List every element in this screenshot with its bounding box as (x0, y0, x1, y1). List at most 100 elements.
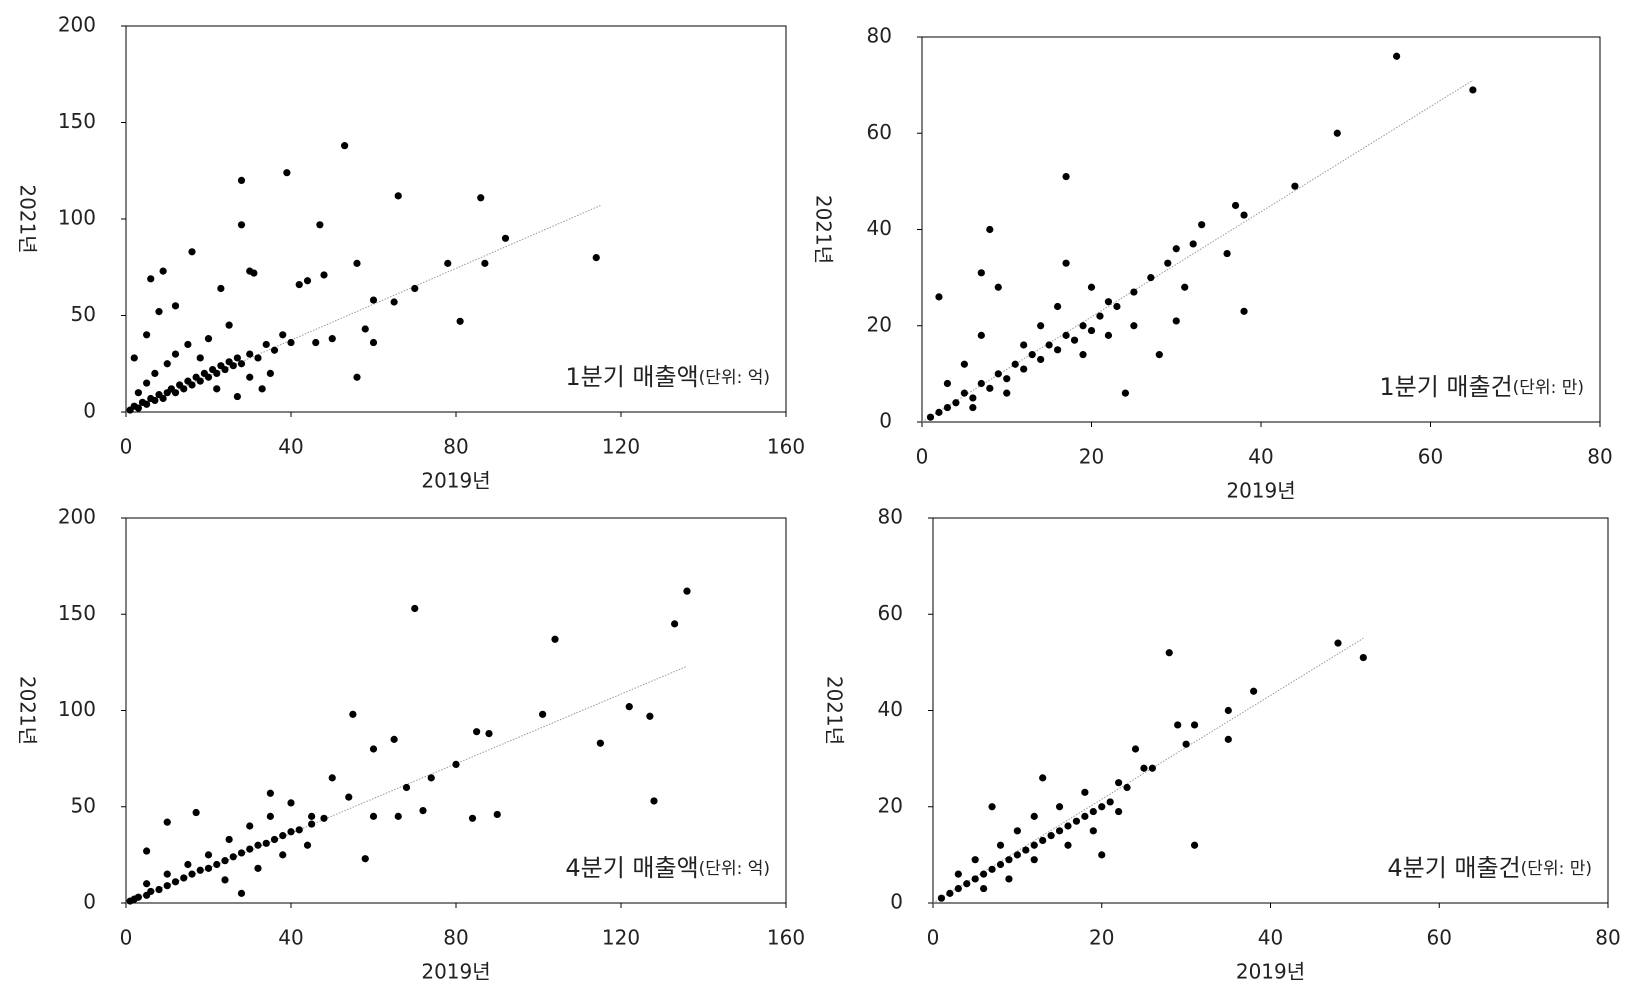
annotation: 4분기 매출건(단위: 만) (1387, 854, 1592, 882)
point (539, 710, 547, 718)
y-tick-label: 40 (867, 216, 892, 240)
point (369, 296, 378, 304)
point (1022, 846, 1030, 854)
y-tick-label: 0 (83, 890, 96, 914)
point (171, 389, 180, 397)
point (493, 810, 501, 819)
point (1062, 331, 1070, 339)
x-axis-label: 2019년 (1226, 479, 1295, 503)
point (977, 331, 985, 339)
point (254, 864, 262, 872)
point (1062, 172, 1070, 181)
point (935, 408, 943, 416)
point (960, 360, 968, 368)
point (196, 354, 204, 362)
subplot: 0 20 40 60 80 0 20 40 60 80 2019년 2021년 4분기 매출건(단위: … (823, 505, 1621, 984)
point (221, 876, 229, 884)
point (988, 865, 996, 873)
point (994, 370, 1002, 378)
point (1020, 365, 1028, 373)
point (996, 860, 1005, 869)
y-tick-label: 60 (867, 120, 892, 144)
point (233, 354, 241, 362)
x-tick-label: 40 (278, 435, 303, 459)
plot-frame (125, 25, 787, 413)
point (155, 308, 163, 316)
point (1096, 312, 1104, 320)
point (1115, 807, 1123, 816)
plot-frame (125, 517, 787, 904)
point (1148, 764, 1156, 772)
point (971, 875, 979, 883)
point (980, 884, 988, 893)
point (1070, 336, 1079, 344)
x-axis-label: 2019년 (1236, 960, 1305, 984)
point (143, 331, 151, 339)
point (188, 870, 196, 878)
point (213, 860, 221, 869)
point (1393, 52, 1401, 60)
point (143, 880, 151, 888)
x-tick-label: 0 (120, 926, 133, 950)
point (1121, 389, 1129, 397)
plot-frame (921, 36, 1601, 423)
point (671, 620, 679, 628)
point (1079, 351, 1087, 359)
point (369, 745, 378, 753)
point (204, 864, 213, 872)
point (994, 283, 1002, 291)
point (316, 221, 324, 229)
point (986, 225, 994, 234)
point (254, 354, 262, 362)
point (1165, 649, 1173, 657)
x-tick-label: 40 (278, 926, 303, 950)
point (295, 826, 303, 834)
point (1333, 129, 1341, 137)
point (592, 254, 600, 262)
x-axis-label: 2019년 (421, 960, 490, 984)
point (1240, 307, 1248, 315)
point (233, 392, 241, 401)
point (960, 389, 968, 397)
y-tick-label: 0 (879, 409, 892, 433)
point (937, 894, 946, 902)
point (596, 739, 604, 747)
annotation-unit: (단위: 억) (699, 859, 770, 879)
point (287, 799, 295, 807)
y-tick-label: 150 (58, 109, 96, 133)
point (143, 847, 151, 855)
point (1181, 283, 1189, 291)
point (1359, 653, 1367, 662)
point (1231, 201, 1240, 210)
point (1190, 841, 1199, 849)
point (229, 362, 237, 370)
point (1005, 875, 1013, 883)
point (130, 354, 138, 362)
point (217, 284, 225, 293)
point (1190, 721, 1199, 729)
point (996, 841, 1005, 849)
point (1115, 779, 1123, 787)
annotation-title: 1분기 매출건 (1379, 373, 1512, 401)
point (946, 889, 954, 897)
point (369, 812, 378, 820)
point (171, 878, 180, 886)
point (328, 774, 336, 782)
point (1113, 302, 1121, 311)
point (159, 267, 167, 275)
x-tick-label: 60 (1427, 926, 1452, 950)
y-tick-label: 0 (890, 890, 903, 914)
point (204, 335, 213, 343)
point (1182, 740, 1190, 748)
point (1064, 841, 1072, 849)
point (163, 870, 171, 878)
point (147, 887, 155, 896)
point (1334, 639, 1342, 647)
y-tick-label: 20 (878, 793, 903, 817)
point (151, 396, 159, 405)
point (237, 176, 246, 184)
point (1039, 774, 1047, 782)
point (184, 860, 192, 869)
point (468, 814, 477, 822)
